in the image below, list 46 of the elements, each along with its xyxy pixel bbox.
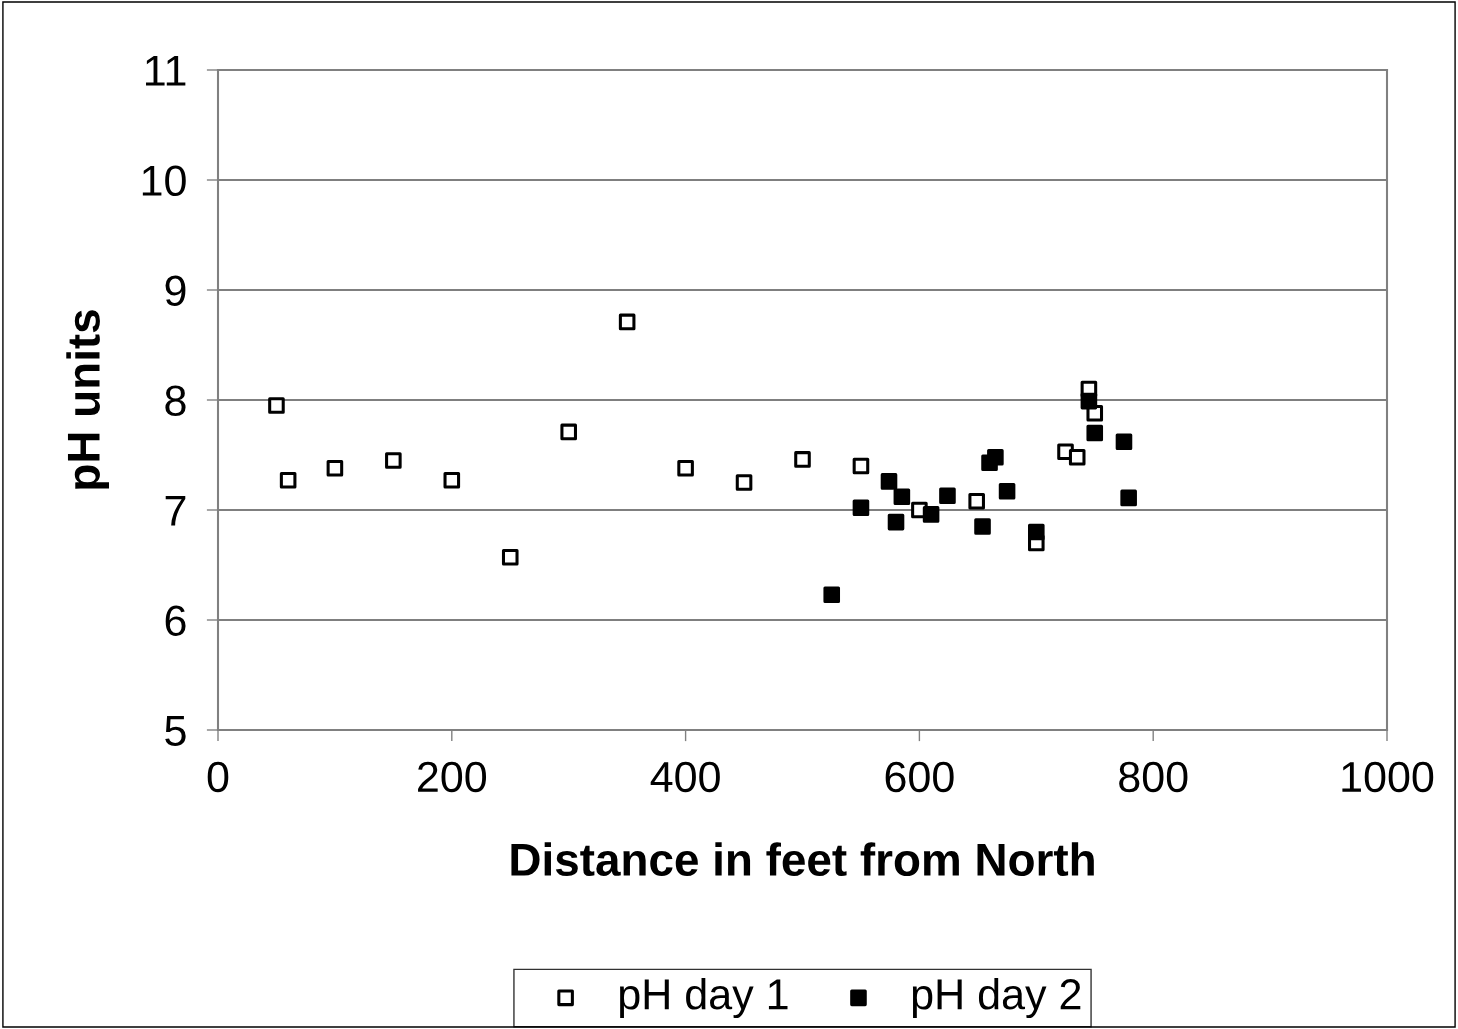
y-tick-label: 11 [146,55,186,86]
point [1120,489,1137,507]
point [326,459,344,477]
point [1028,523,1045,541]
point [893,488,911,506]
point [677,459,694,477]
y-tick-label: 8 [165,385,186,417]
x-tick-label: 1000 [1342,761,1434,793]
legend-label: pH day 1 [620,977,788,1019]
point [1086,424,1104,442]
y-tick-label: 7 [165,495,186,526]
point [968,492,985,510]
legend-label: pH day 2 [912,977,1081,1019]
point [880,473,898,490]
point [887,513,905,531]
point [922,506,940,523]
y-axis-title: pH units [66,310,109,489]
x-tick-label: 200 [418,761,487,793]
point [794,451,811,468]
point [1068,448,1086,466]
point [823,586,841,603]
x-tick-label: 0 [207,761,229,793]
x-tick-label: 400 [650,761,720,793]
y-tick-label: 10 [142,165,186,197]
point [1080,392,1098,410]
point [501,549,519,566]
point [852,457,870,475]
y-tick-label: 9 [165,275,186,307]
point [618,313,636,331]
x-tick-label: 600 [885,761,954,793]
point [998,483,1016,500]
x-tick-label: 800 [1119,761,1188,793]
point [279,472,297,489]
point [385,452,402,469]
point [852,499,870,517]
point [987,448,1004,466]
point [735,474,753,491]
point [939,487,956,504]
point [443,472,461,489]
point [974,518,991,535]
point [268,397,285,414]
point [1115,433,1133,451]
point [560,423,577,441]
y-tick-label: 5 [165,715,186,747]
x-axis-title: Distance in feet from North [511,842,1094,877]
y-tick-label: 6 [165,605,186,637]
